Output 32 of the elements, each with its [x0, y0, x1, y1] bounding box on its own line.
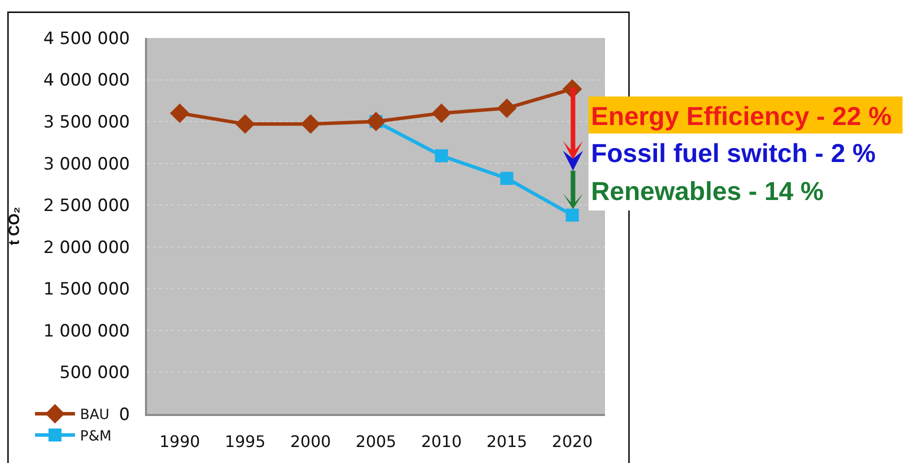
- point: [300, 114, 320, 134]
- annotation: Energy Efficiency - 22 %: [591, 101, 892, 131]
- point: [235, 114, 255, 134]
- y-tick-label: 4 000 000: [43, 70, 130, 91]
- y-tick-label: 1 000 000: [43, 321, 130, 342]
- x-tick-label: 2005: [356, 432, 396, 451]
- y-tick-label: 3 500 000: [43, 112, 130, 133]
- y-tick-label: 3 000 000: [43, 154, 130, 174]
- point: [497, 98, 517, 118]
- point: [432, 103, 452, 123]
- y-tick-label: 4 500 000: [43, 28, 130, 49]
- y-tick-label: 500 000: [60, 363, 130, 384]
- x-tick-label: 2015: [486, 432, 528, 451]
- x-tick-label: 2010: [421, 432, 462, 451]
- point: [566, 208, 579, 222]
- x-tick-label: 2020: [552, 432, 593, 451]
- annotation: Renewables - 14 %: [591, 176, 824, 206]
- point: [434, 149, 448, 162]
- y-tick-label: 0: [119, 404, 130, 425]
- y-axis-title: t CO₂: [6, 206, 24, 246]
- x-tick-label: 1995: [224, 432, 266, 451]
- x-tick-label: 1990: [159, 432, 200, 451]
- y-tick-label: 1 500 000: [43, 280, 130, 300]
- point: [500, 172, 514, 185]
- point: [366, 112, 386, 132]
- legend-label: BAU: [80, 407, 110, 424]
- y-tick-label: 2 500 000: [43, 196, 130, 216]
- legend-label: P&M: [80, 428, 112, 444]
- x-tick-label: 2000: [290, 432, 331, 451]
- y-tick-label: 2 000 000: [43, 238, 130, 258]
- point: [170, 103, 190, 123]
- annotation: Fossil fuel switch - 2 %: [591, 138, 876, 168]
